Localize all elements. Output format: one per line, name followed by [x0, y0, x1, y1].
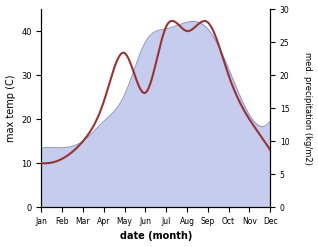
Y-axis label: max temp (C): max temp (C) — [5, 74, 16, 142]
Y-axis label: med. precipitation (kg/m2): med. precipitation (kg/m2) — [303, 52, 313, 165]
X-axis label: date (month): date (month) — [120, 231, 192, 242]
